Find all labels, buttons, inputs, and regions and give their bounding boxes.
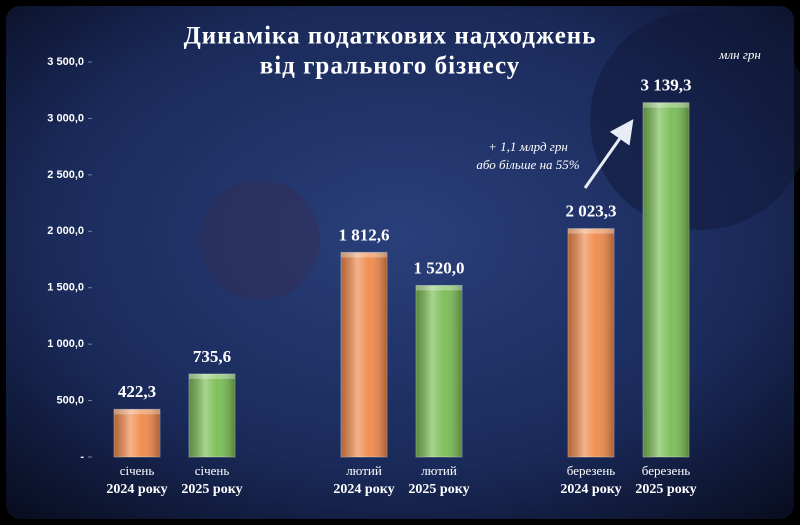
chart-title: від грального бізнесу bbox=[260, 53, 521, 80]
bar-cap bbox=[341, 252, 387, 258]
unit-label: млн грн bbox=[718, 47, 761, 62]
bar bbox=[188, 373, 236, 458]
x-tick-label: лютий bbox=[421, 463, 457, 478]
bar bbox=[113, 408, 161, 458]
y-tick-label: 2 000,0 bbox=[47, 225, 84, 237]
annotation: або більше на 55% bbox=[476, 157, 579, 172]
y-tick-label: 3 500,0 bbox=[47, 56, 84, 68]
annotation: + 1,1 млрд грн bbox=[488, 139, 568, 154]
x-tick-label: січень bbox=[195, 463, 230, 478]
bar-cap bbox=[416, 285, 462, 291]
value-label: 2 023,3 bbox=[566, 202, 617, 221]
bar bbox=[415, 284, 463, 458]
value-label: 3 139,3 bbox=[641, 76, 692, 95]
value-label: 1 520,0 bbox=[414, 258, 465, 277]
x-tick-label: 2025 року bbox=[408, 482, 469, 497]
value-label: 1 812,6 bbox=[339, 225, 390, 244]
bar bbox=[340, 251, 388, 458]
x-tick-label: березень bbox=[567, 463, 616, 478]
y-tick-label: 3 000,0 bbox=[47, 112, 84, 124]
x-tick-label: 2024 року bbox=[333, 482, 394, 497]
value-label: 422,3 bbox=[118, 382, 156, 401]
y-tick-label: 500,0 bbox=[56, 394, 84, 406]
x-tick-label: 2024 року bbox=[106, 482, 167, 497]
chart-title: Динаміка податкових надходжень bbox=[184, 23, 597, 50]
y-tick-label: - bbox=[80, 451, 84, 463]
y-tick-label: 1 000,0 bbox=[47, 338, 84, 350]
bar-cap bbox=[568, 228, 614, 234]
value-label: 735,6 bbox=[193, 347, 231, 366]
y-tick-label: 2 500,0 bbox=[47, 169, 84, 181]
x-tick-label: лютий bbox=[346, 463, 382, 478]
bar-cap bbox=[114, 409, 160, 415]
x-tick-label: 2025 року bbox=[181, 482, 242, 497]
bar-cap bbox=[643, 102, 689, 108]
bar bbox=[642, 102, 690, 458]
x-tick-label: 2024 року bbox=[560, 482, 621, 497]
bar bbox=[567, 228, 615, 458]
x-tick-label: березень bbox=[642, 463, 691, 478]
x-tick-label: січень bbox=[120, 463, 155, 478]
bar-cap bbox=[189, 373, 235, 379]
y-tick-label: 1 500,0 bbox=[47, 282, 84, 294]
x-tick-label: 2025 року bbox=[635, 482, 696, 497]
decor-chip bbox=[200, 180, 320, 300]
annotation-arrow bbox=[583, 119, 634, 189]
decor-roulette bbox=[590, 10, 800, 230]
